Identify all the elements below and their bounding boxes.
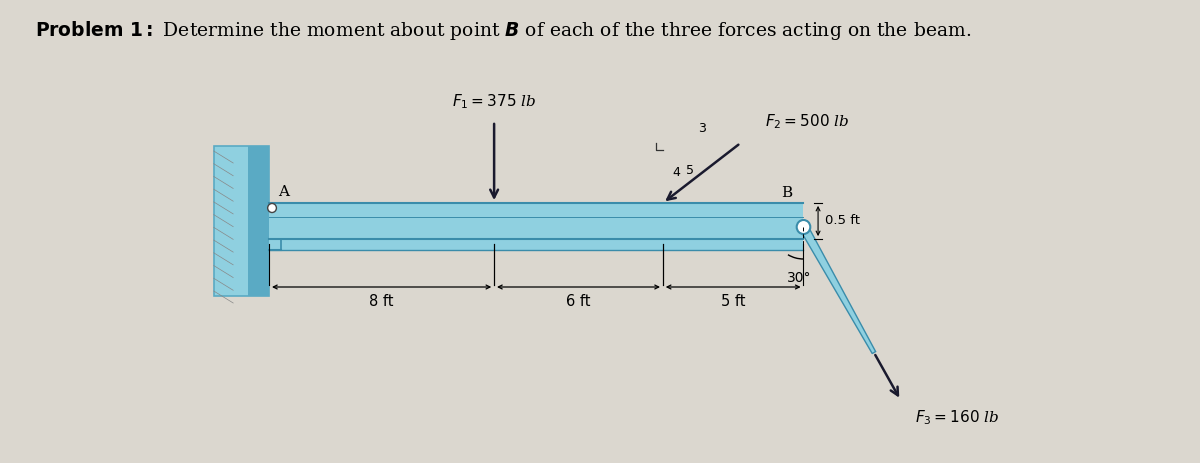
Text: $F_2 = 500$ lb: $F_2 = 500$ lb xyxy=(764,113,850,131)
Text: $\mathbf{Problem\ 1:}$ Determine the moment about point $\boldsymbol{B}$ of each: $\mathbf{Problem\ 1:}$ Determine the mom… xyxy=(35,19,971,42)
Text: $F_3 = 160$ lb: $F_3 = 160$ lb xyxy=(916,408,1000,427)
Text: 4: 4 xyxy=(672,167,680,180)
Text: 8 ft: 8 ft xyxy=(370,294,394,309)
Text: 6 ft: 6 ft xyxy=(566,294,590,309)
Text: 5: 5 xyxy=(686,164,694,177)
Text: 5 ft: 5 ft xyxy=(721,294,745,309)
Text: B: B xyxy=(781,186,792,200)
Text: 30°: 30° xyxy=(787,271,812,285)
Text: 0.5 ft: 0.5 ft xyxy=(824,214,860,227)
Polygon shape xyxy=(799,225,876,354)
Bar xyxy=(247,146,269,296)
Bar xyxy=(269,239,804,250)
Bar xyxy=(214,146,269,296)
Circle shape xyxy=(268,204,276,213)
Text: $F_1 = 375$ lb: $F_1 = 375$ lb xyxy=(452,92,536,111)
Text: 3: 3 xyxy=(697,122,706,135)
Bar xyxy=(269,203,804,239)
Circle shape xyxy=(797,220,810,234)
Text: A: A xyxy=(278,185,289,199)
